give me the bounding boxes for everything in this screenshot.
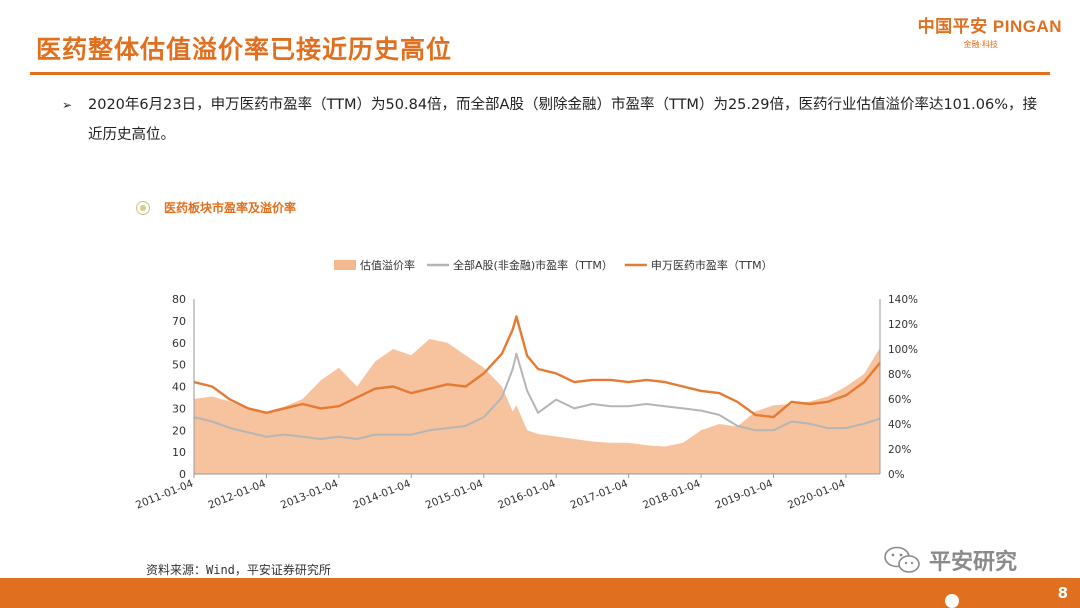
logo-text: 中国平安 PINGAN xyxy=(917,17,1062,36)
target-icon xyxy=(136,200,150,215)
arrow-icon: ➢ xyxy=(62,98,73,112)
title-divider xyxy=(30,72,1050,75)
y-left-tick-label: 30 xyxy=(172,402,186,415)
brand-logo: 中国平安 PINGAN 金融·科技 xyxy=(918,12,1062,50)
y-left-tick-label: 40 xyxy=(172,381,186,394)
x-tick-label: 2018-01-04 xyxy=(641,478,702,512)
legend-swatch xyxy=(334,260,356,270)
wechat-watermark: 平安研究 xyxy=(883,544,1017,576)
pe-lines-layer xyxy=(193,315,881,440)
y-left-tick-label: 50 xyxy=(172,359,186,372)
legend-label: 全部A股(非金融)市盈率（TTM） xyxy=(453,258,613,272)
x-tick-label: 2020-01-04 xyxy=(786,478,847,512)
y-right-tick-label: 80% xyxy=(888,369,911,381)
x-tick-label: 2017-01-04 xyxy=(569,478,630,512)
all-a-pe-line xyxy=(193,352,881,440)
x-tick-label: 2013-01-04 xyxy=(279,478,340,512)
x-tick-label: 2014-01-04 xyxy=(351,478,412,512)
y-right-tick-label: 40% xyxy=(888,419,911,431)
premium-area xyxy=(194,339,880,474)
legend-label: 申万医药市盈率（TTM） xyxy=(651,258,773,272)
logo-subtext: 金融·科技 xyxy=(963,40,998,49)
page-number: 8 xyxy=(1057,584,1068,602)
y-right-tick-label: 0% xyxy=(888,469,905,481)
y-right-tick-label: 20% xyxy=(888,444,911,456)
y-left-tick-label: 80 xyxy=(172,293,186,306)
chart-heading-text: 医药板块市盈率及溢价率 xyxy=(164,201,297,215)
x-tick-label: 2012-01-04 xyxy=(206,478,267,512)
legend-label: 估值溢价率 xyxy=(360,258,415,272)
watermark-text: 平安研究 xyxy=(929,550,1018,575)
chart-legend: 估值溢价率 全部A股(非金融)市盈率（TTM） 申万医药市盈率（TTM） xyxy=(334,258,773,272)
y-right-tick-label: 60% xyxy=(888,394,911,406)
page-title: 医药整体估值溢价率已接近历史高位 xyxy=(36,35,453,64)
footer-bar xyxy=(0,578,1080,608)
x-tick-label: 2019-01-04 xyxy=(714,478,775,512)
y-left-tick-label: 70 xyxy=(172,315,186,328)
pharma-pe-line xyxy=(193,315,881,419)
x-tick-label: 2011-01-04 xyxy=(134,478,195,512)
x-tick-label: 2016-01-04 xyxy=(496,478,557,512)
axes-layer: 0 10 20 30 40 50 60 70 80 0% 20% 40% 60% 80% 100% 120% 1… xyxy=(134,293,918,512)
summary-bullet: ➢ 2020年6月23日，申万医药市盈率（TTM）为50.84倍，而全部A股（剔… xyxy=(62,90,1042,150)
y-left-tick-label: 20 xyxy=(172,424,186,437)
y-right-tick-label: 140% xyxy=(888,294,918,306)
wechat-icon xyxy=(884,546,920,573)
y-left-tick-label: 60 xyxy=(172,337,186,350)
source-note: 资料来源：Wind，平安证券研究所 xyxy=(146,563,331,577)
summary-text: 2020年6月23日，申万医药市盈率（TTM）为50.84倍，而全部A股（剔除金… xyxy=(88,97,1037,143)
chart-heading: 医药板块市盈率及溢价率 xyxy=(136,199,296,216)
y-left-tick-label: 0 xyxy=(179,468,186,481)
y-right-tick-label: 100% xyxy=(888,344,918,356)
y-left-tick-label: 10 xyxy=(172,446,186,459)
x-tick-label: 2015-01-04 xyxy=(424,478,485,512)
footer-badge xyxy=(945,594,959,608)
premium-area-layer xyxy=(194,339,880,474)
y-right-tick-label: 120% xyxy=(888,319,918,331)
